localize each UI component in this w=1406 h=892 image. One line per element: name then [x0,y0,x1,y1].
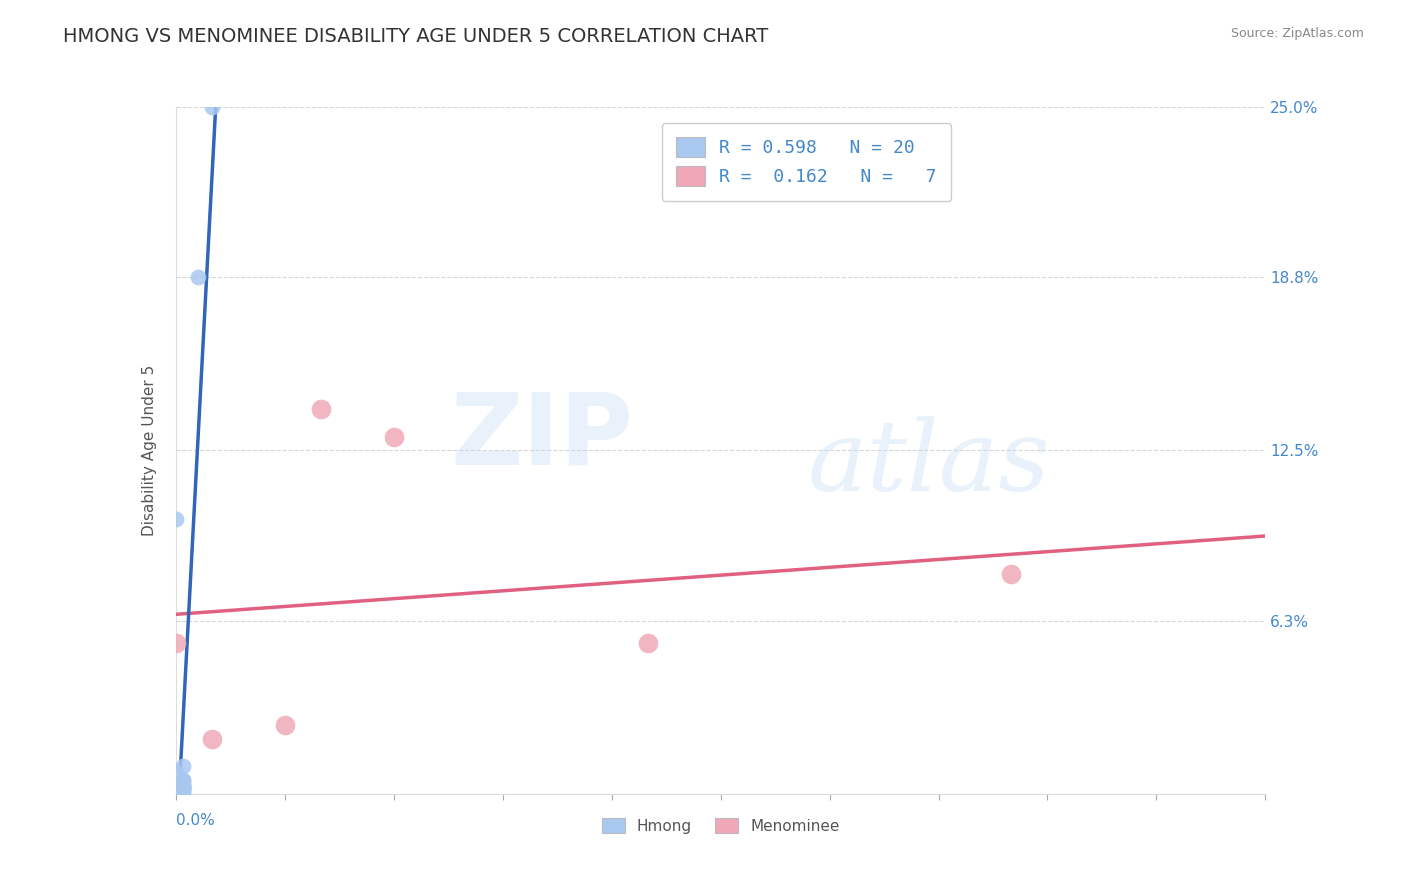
Point [1000,567,1022,582]
Point [172,776,194,790]
Point [172,784,194,798]
Point [274,718,297,732]
Point [172,773,194,788]
Text: 0.0%: 0.0% [176,814,215,828]
Point [309,402,332,417]
Point [172,781,194,796]
Point [172,779,194,793]
Point [172,781,194,796]
Y-axis label: Disability Age Under 5: Disability Age Under 5 [142,365,157,536]
Point [201,731,224,746]
Point [172,773,194,788]
Text: HMONG VS MENOMINEE DISABILITY AGE UNDER 5 CORRELATION CHART: HMONG VS MENOMINEE DISABILITY AGE UNDER … [63,27,769,45]
Point [165,787,187,801]
Point [172,759,194,773]
Text: atlas: atlas [807,417,1050,512]
Legend: Hmong, Menominee: Hmong, Menominee [595,810,846,841]
Text: Source: ZipAtlas.com: Source: ZipAtlas.com [1230,27,1364,40]
Point [186,270,209,285]
Point [382,430,405,444]
Point [172,779,194,793]
Point [165,764,187,779]
Point [172,787,194,801]
Point [165,636,187,650]
Point [172,781,194,796]
Point [637,636,659,650]
Point [172,779,194,793]
Point [165,784,187,798]
Point [172,784,194,798]
Point [165,512,187,526]
Point [201,100,224,114]
Point [165,787,187,801]
Text: ZIP: ZIP [450,388,633,485]
